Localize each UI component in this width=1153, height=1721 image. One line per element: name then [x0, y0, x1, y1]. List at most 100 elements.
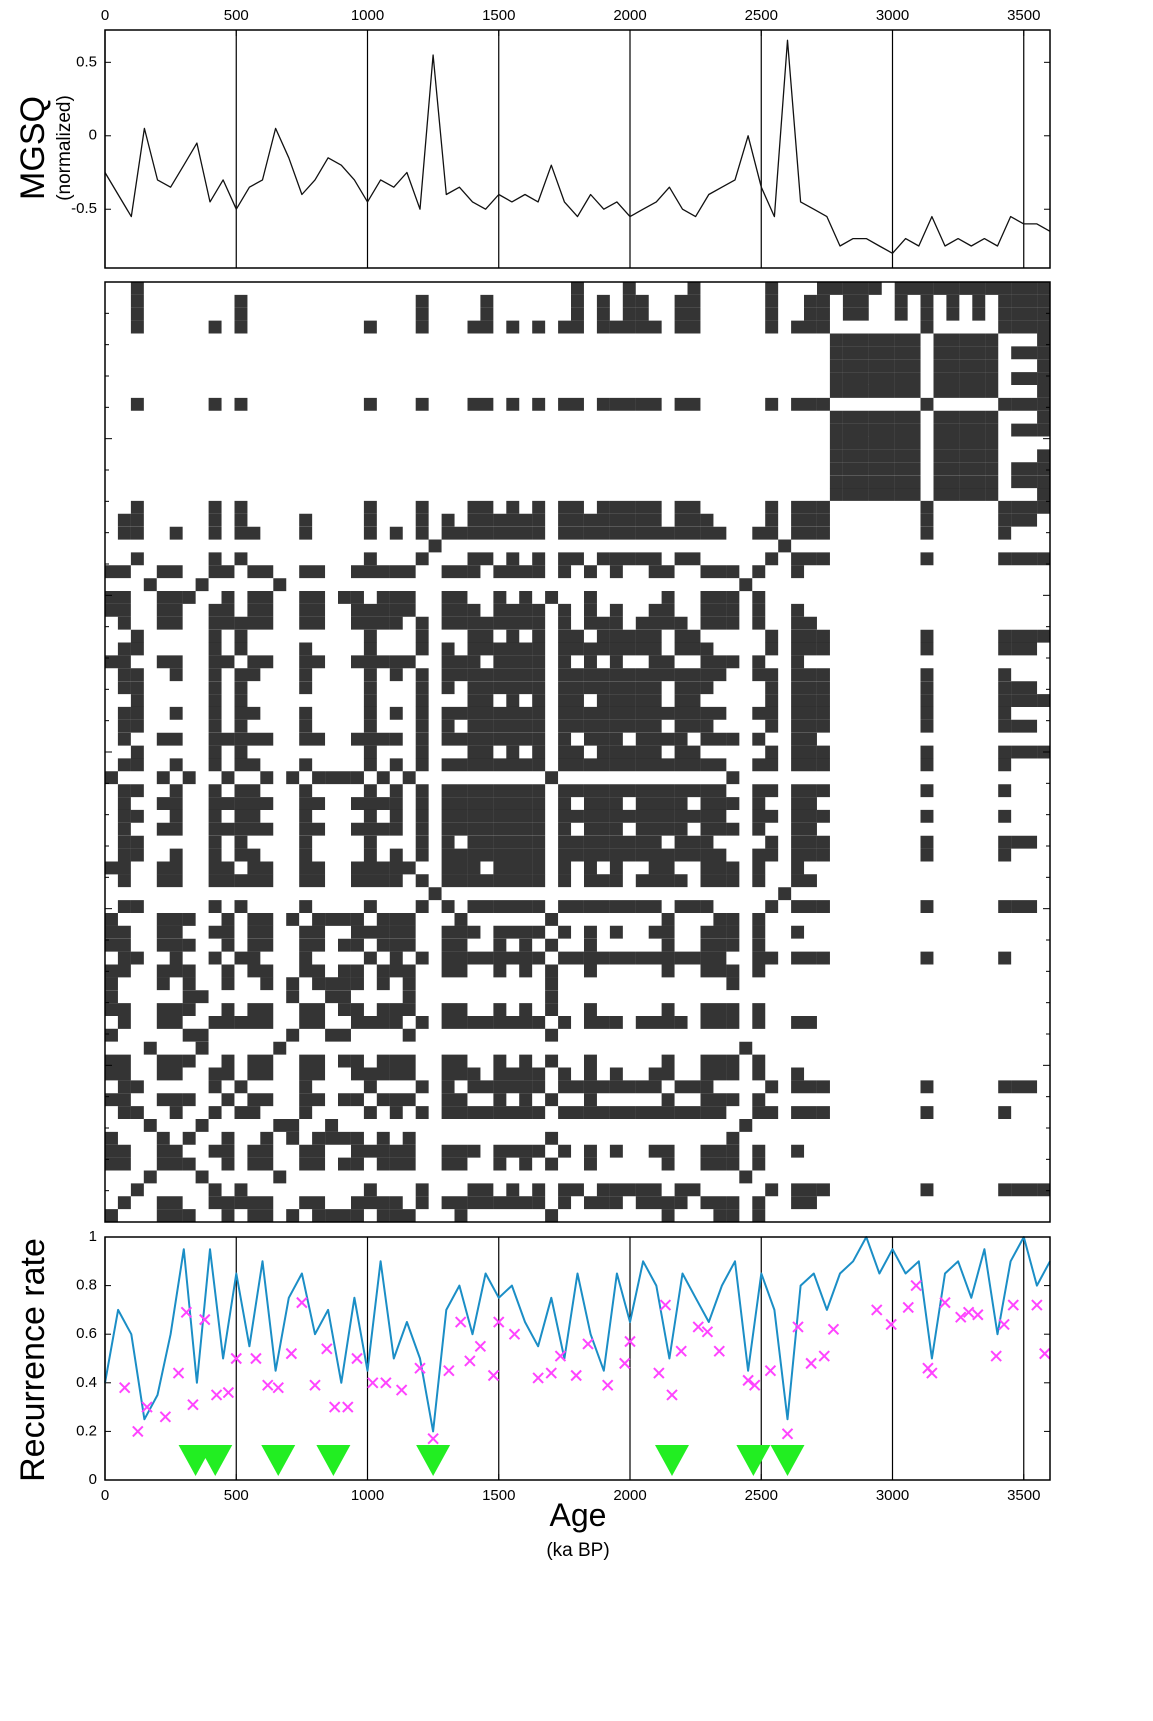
recurrence-row: [117, 822, 817, 836]
y-tick-label: 1: [89, 1228, 97, 1245]
recurrence-row: [117, 900, 1038, 913]
recurrence-row: [130, 629, 1051, 643]
recurrence-row: [117, 797, 817, 810]
minimum-marker: [939, 1296, 951, 1309]
recurrence-row: [130, 320, 1051, 334]
recurrence-row: [105, 1067, 805, 1081]
panel-frame: [104, 1236, 1051, 1481]
minimum-marker: [701, 1326, 714, 1338]
recurrence-row: [105, 655, 805, 669]
x-tick-label: 1000: [351, 1487, 384, 1504]
recurrence-row: [829, 333, 1051, 347]
minimum-marker: [582, 1338, 594, 1350]
x-tick-label: 3000: [876, 1487, 909, 1504]
recurrence-row: [117, 616, 817, 630]
recurrence-row: [117, 513, 1038, 527]
recurrence-row: [117, 1080, 1038, 1094]
recurrence-row: [130, 694, 1051, 707]
minimum-marker: [230, 1352, 242, 1365]
recurrence-row: [117, 706, 1012, 720]
event-marker: [261, 1445, 296, 1476]
recurrence-row: [117, 681, 1038, 695]
x-axis-label: Age: [550, 1497, 607, 1533]
minimum-marker: [990, 1350, 1002, 1362]
recurrence-row: [105, 565, 805, 579]
recurrence-row: [829, 423, 1051, 437]
recurrence-row: [105, 977, 740, 991]
data-line: [104, 39, 1051, 254]
recurrence-row: [428, 539, 792, 553]
event-marker: [416, 1445, 451, 1476]
event-marker: [770, 1445, 805, 1476]
recurrence-row: [105, 591, 766, 604]
minimum-marker: [659, 1299, 672, 1311]
y-tick-label: 0.4: [76, 1374, 97, 1391]
recurrence-row: [143, 1170, 753, 1184]
minimum-marker: [351, 1352, 363, 1365]
recurrence-row: [829, 359, 1051, 373]
recurrence-row: [130, 500, 1051, 514]
minimum-marker: [910, 1279, 922, 1292]
minimum-marker: [885, 1318, 897, 1331]
minimum-marker: [601, 1379, 614, 1391]
minimum-marker: [554, 1350, 567, 1362]
recurrence-row: [829, 449, 1051, 463]
minimum-marker: [272, 1381, 284, 1394]
recurrence-row: [117, 951, 1012, 965]
x-tick-label: 3500: [1007, 1487, 1040, 1504]
minimum-marker: [508, 1328, 521, 1340]
minimum-marker: [827, 1323, 840, 1336]
minimum-marker: [805, 1357, 817, 1370]
minimum-marker: [792, 1321, 804, 1333]
recurrence-row: [428, 887, 792, 901]
minimum-marker: [395, 1384, 408, 1396]
recurrence-row: [117, 809, 1012, 823]
minimum-marker: [367, 1377, 379, 1389]
minimum-marker: [172, 1367, 185, 1379]
minimum-marker: [159, 1411, 172, 1423]
minimum-marker: [955, 1311, 967, 1323]
minimum-marker: [141, 1401, 153, 1413]
recurrence-row: [117, 668, 1012, 682]
recurrence-row: [829, 488, 1051, 501]
minimum-marker: [427, 1432, 439, 1445]
recurrence-row: [829, 372, 1051, 385]
x-tick-label: 3000: [876, 7, 909, 24]
minimum-marker: [222, 1386, 235, 1399]
minimum-marker: [781, 1428, 794, 1440]
recurrence-row: [829, 385, 1051, 398]
y-tick-label: 0.2: [76, 1422, 97, 1439]
minimum-marker: [692, 1321, 704, 1333]
recurrence-row: [130, 282, 1051, 295]
x-axis-sublabel: (ka BP): [546, 1540, 609, 1561]
x-tick-label: 0: [101, 1487, 109, 1504]
x-tick-label: 1500: [482, 7, 515, 24]
minimum-marker: [818, 1350, 830, 1362]
minimum-marker: [464, 1355, 476, 1367]
y-tick-label: -0.5: [71, 200, 97, 217]
y-tick-label: 0: [89, 127, 97, 144]
event-marker: [198, 1445, 233, 1476]
recurrence-row: [105, 990, 559, 1004]
recurrence-row: [105, 1093, 766, 1107]
y-tick-label: 0.6: [76, 1325, 97, 1342]
recurrence-row: [105, 964, 766, 978]
minimum-marker: [653, 1367, 665, 1379]
recurrence-row: [130, 397, 1051, 411]
recurrence-row: [117, 732, 817, 746]
recurrence-row: [130, 307, 1051, 321]
x-tick-label: 0: [101, 7, 109, 24]
recurrence-row: [117, 835, 1038, 849]
event-marker: [655, 1445, 689, 1476]
recurrence-row: [117, 642, 1038, 656]
recurrence-row: [829, 346, 1051, 360]
y-tick-label: 0.8: [76, 1277, 97, 1294]
recurrence-row: [117, 1016, 817, 1029]
x-tick-label: 2500: [745, 1487, 778, 1504]
x-tick-label: 3500: [1007, 7, 1040, 24]
recurrence-row: [143, 578, 753, 592]
minimum-marker: [342, 1401, 354, 1413]
recurrence-row: [130, 294, 1051, 308]
y-axis-sublabel: (normalized): [54, 95, 75, 201]
minimum-marker: [675, 1345, 687, 1357]
